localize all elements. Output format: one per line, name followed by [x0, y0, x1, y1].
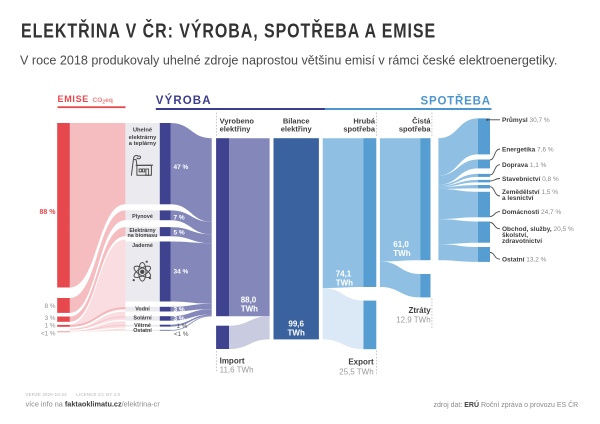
svg-text:88 %: 88 %: [40, 209, 57, 216]
svg-text:TWh: TWh: [393, 249, 410, 258]
svg-text:Větrné: Větrné: [134, 323, 151, 329]
svg-text:Čistá: Čistá: [412, 116, 431, 125]
svg-text:Import: Import: [220, 356, 245, 365]
svg-text:1 %: 1 %: [177, 323, 188, 330]
svg-text:Plynové: Plynové: [132, 214, 153, 220]
svg-text:Ostatní: Ostatní: [133, 328, 152, 334]
svg-text:Obchod, služby, 20,5 %: Obchod, služby, 20,5 %: [502, 226, 574, 233]
svg-text:školství,: školství,: [502, 232, 528, 239]
svg-text:61,0: 61,0: [393, 240, 409, 249]
svg-text:<1 %: <1 %: [174, 331, 189, 338]
svg-text:zdravotnictví: zdravotnictví: [502, 238, 542, 245]
svg-text:spotřeba: spotřeba: [343, 124, 376, 133]
svg-text:99,6: 99,6: [288, 320, 304, 329]
svg-text:Jaderné: Jaderné: [132, 243, 153, 249]
svg-text:více info na faktaoklimatu.cz/: více info na faktaoklimatu.cz/elektrina-…: [26, 400, 161, 409]
svg-text:25,5 TWh: 25,5 TWh: [339, 368, 374, 377]
svg-text:na biomasu: na biomasu: [128, 233, 158, 239]
svg-text:Uhelné: Uhelné: [133, 128, 153, 134]
svg-text:TWh: TWh: [336, 279, 353, 288]
svg-text:Energetika 7,6 %: Energetika 7,6 %: [502, 146, 554, 153]
svg-text:Elektrárny: Elektrárny: [129, 228, 155, 234]
svg-text:VÝROBA: VÝROBA: [156, 94, 212, 107]
svg-text:12,9 TWh: 12,9 TWh: [396, 316, 431, 325]
svg-text:Ostatní 13,2 %: Ostatní 13,2 %: [502, 257, 547, 264]
svg-text:Doprava 1,1 %: Doprava 1,1 %: [502, 162, 547, 169]
svg-text:8 %: 8 %: [45, 303, 56, 310]
svg-text:elektřiny: elektřiny: [220, 124, 252, 133]
svg-text:Průmysl 30,7 %: Průmysl 30,7 %: [502, 116, 550, 124]
svg-text:EMISE: EMISE: [58, 94, 90, 104]
svg-text:47 %: 47 %: [174, 164, 189, 171]
svg-text:1 %: 1 %: [45, 322, 56, 329]
svg-text:Zemědělství 1,5 %: Zemědělství 1,5 %: [502, 189, 558, 196]
svg-text:Hrubá: Hrubá: [353, 116, 375, 125]
svg-text:Ztráty: Ztráty: [408, 306, 431, 315]
svg-text:5 %: 5 %: [174, 229, 185, 236]
svg-text:Bilance: Bilance: [283, 116, 310, 125]
svg-text:V roce 2018 produkovaly uhelné: V roce 2018 produkovaly uhelné zdroje na…: [20, 53, 557, 67]
svg-text:VERZE 2020-10-23: VERZE 2020-10-23: [26, 392, 68, 397]
svg-text:Export: Export: [348, 358, 374, 367]
svg-text:Domácnosti 24,7 %: Domácnosti 24,7 %: [502, 209, 561, 216]
svg-text:elektřiny: elektřiny: [281, 124, 313, 133]
svg-text:a lesnictví: a lesnictví: [502, 195, 534, 202]
svg-text:3 %: 3 %: [45, 315, 56, 322]
svg-text:Vyrobeno: Vyrobeno: [220, 116, 255, 125]
svg-text:3 %: 3 %: [174, 306, 185, 313]
svg-text:zdroj dat: ERÚ Roční zpráva o: zdroj dat: ERÚ Roční zpráva o provozu ES…: [434, 400, 579, 409]
svg-text:elektrárny: elektrárny: [129, 135, 157, 141]
svg-text:34 %: 34 %: [174, 269, 189, 276]
svg-text:TWh: TWh: [288, 329, 305, 338]
svg-text:TWh: TWh: [241, 304, 258, 313]
svg-text:Vodní: Vodní: [135, 307, 150, 313]
svg-text:Stavebnictví 0,8 %: Stavebnictví 0,8 %: [502, 176, 559, 183]
svg-text:SPOTŘEBA: SPOTŘEBA: [421, 95, 491, 108]
svg-text:spotřeba: spotřeba: [399, 124, 432, 133]
svg-text:7 %: 7 %: [174, 214, 185, 221]
svg-text:11,6 TWh: 11,6 TWh: [220, 366, 254, 375]
svg-text:LICENCE CC BY 4.0: LICENCE CC BY 4.0: [76, 392, 120, 397]
svg-text:3 %: 3 %: [174, 316, 185, 323]
svg-text:a teplárny: a teplárny: [129, 141, 157, 147]
svg-text:Solární: Solární: [133, 316, 152, 322]
svg-text:74,1: 74,1: [336, 270, 352, 279]
svg-text:<1 %: <1 %: [41, 331, 56, 338]
svg-text:88,0: 88,0: [241, 295, 257, 304]
svg-text:ELEKTŘINA V ČR: VÝROBA, SPOTŘE: ELEKTŘINA V ČR: VÝROBA, SPOTŘEBA A EMISE: [21, 19, 436, 42]
svg-text:CO2eq: CO2eq: [93, 97, 113, 106]
